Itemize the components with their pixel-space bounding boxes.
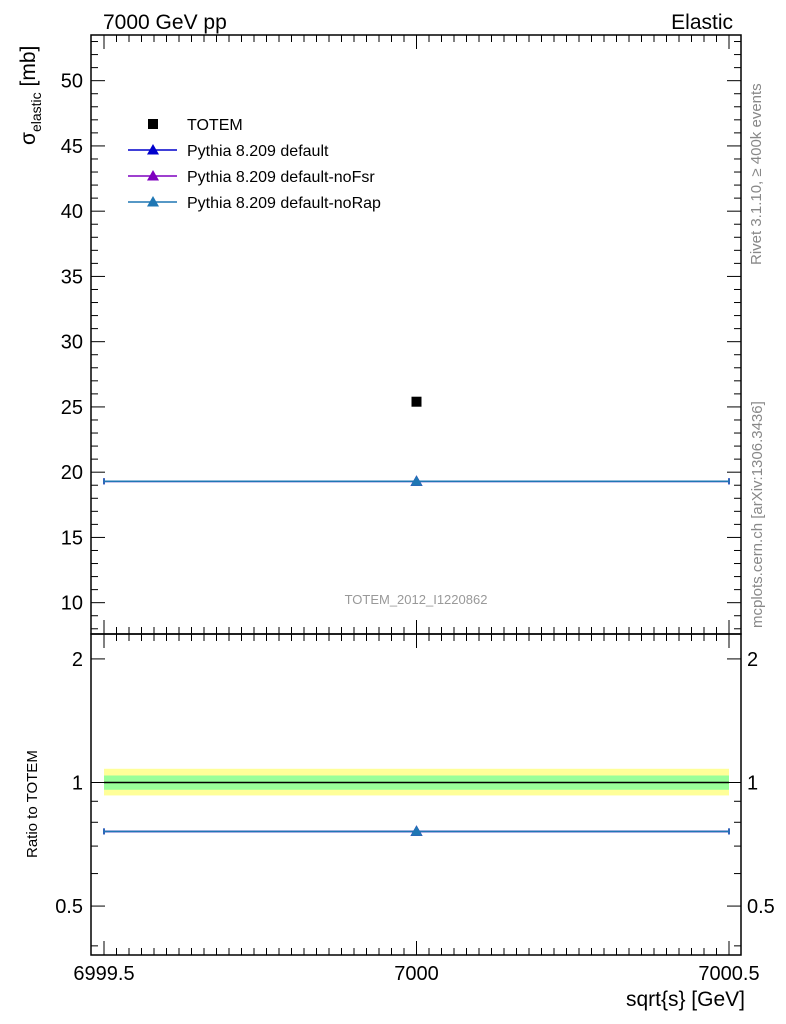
x-axis-label: sqrt{s} [GeV]: [626, 988, 745, 1011]
main-y-tick-label: 10: [61, 593, 83, 615]
legend: TOTEM Pythia 8.209 default Pythia 8.209 de…: [128, 117, 381, 212]
main-series-point: [410, 475, 423, 486]
ratio-ylabel: Ratio to TOTEM: [24, 750, 41, 858]
main-y-tick-label: 15: [61, 527, 83, 549]
x-tick-label: 6999.5: [73, 963, 134, 985]
ratio-series-point: [410, 825, 423, 836]
main-ylabel-symbol: σ: [17, 132, 40, 145]
x-tick-label: 7000: [394, 963, 439, 985]
legend-label: Pythia 8.209 default-noRap: [187, 195, 381, 212]
main-y-tick-label: 25: [61, 397, 83, 419]
header-right: Elastic: [671, 11, 733, 34]
main-y-tick-label: 20: [61, 462, 83, 484]
main-y-tick-label: 45: [61, 136, 83, 158]
legend-marker: [147, 170, 159, 181]
main-y-tick-label: 50: [61, 71, 83, 93]
main-y-tick-label: 40: [61, 201, 83, 223]
main-ylabel-sub: elastic: [28, 92, 44, 132]
data-point-totem: [411, 396, 422, 407]
ratio-frame: [90, 633, 742, 956]
main-y-tick-label: 35: [61, 266, 83, 288]
ratio-y-tick-label-left: 1: [72, 772, 83, 794]
x-tick-label: 7000.5: [698, 963, 759, 985]
main-ylabel: σelastic [mb]: [17, 46, 44, 145]
legend-marker: [147, 144, 159, 155]
main-panel: 10 15 20 25 30 35 40 45 50: [61, 34, 742, 635]
side-text-bottom: mcplots.cern.ch [arXiv:1306.3436]: [749, 401, 766, 628]
ratio-y-tick-label-left: 0.5: [55, 896, 83, 918]
ratio-y-tick-label-left: 2: [72, 649, 83, 671]
legend-label: Pythia 8.209 default: [187, 143, 329, 160]
ratio-y-tick-label-right: 1: [747, 772, 758, 794]
legend-label: Pythia 8.209 default-noFsr: [187, 169, 375, 186]
ratio-y-tick-label-right: 0.5: [747, 896, 775, 918]
ratio-panel: 0.5 0.5 1 1 2 2 6999.5 7000 7000.5: [55, 633, 775, 985]
ratio-y-tick-label-right: 2: [747, 649, 758, 671]
analysis-label: TOTEM_2012_I1220862: [345, 592, 488, 607]
legend-label: TOTEM: [187, 117, 243, 134]
legend-marker: [147, 196, 159, 207]
main-y-tick-label: 30: [61, 332, 83, 354]
main-ylabel-unit: [mb]: [17, 46, 40, 93]
header-left: 7000 GeV pp: [103, 11, 227, 34]
legend-marker-totem: [148, 119, 158, 129]
side-text-top: Rivet 3.1.10, ≥ 400k events: [748, 83, 765, 265]
